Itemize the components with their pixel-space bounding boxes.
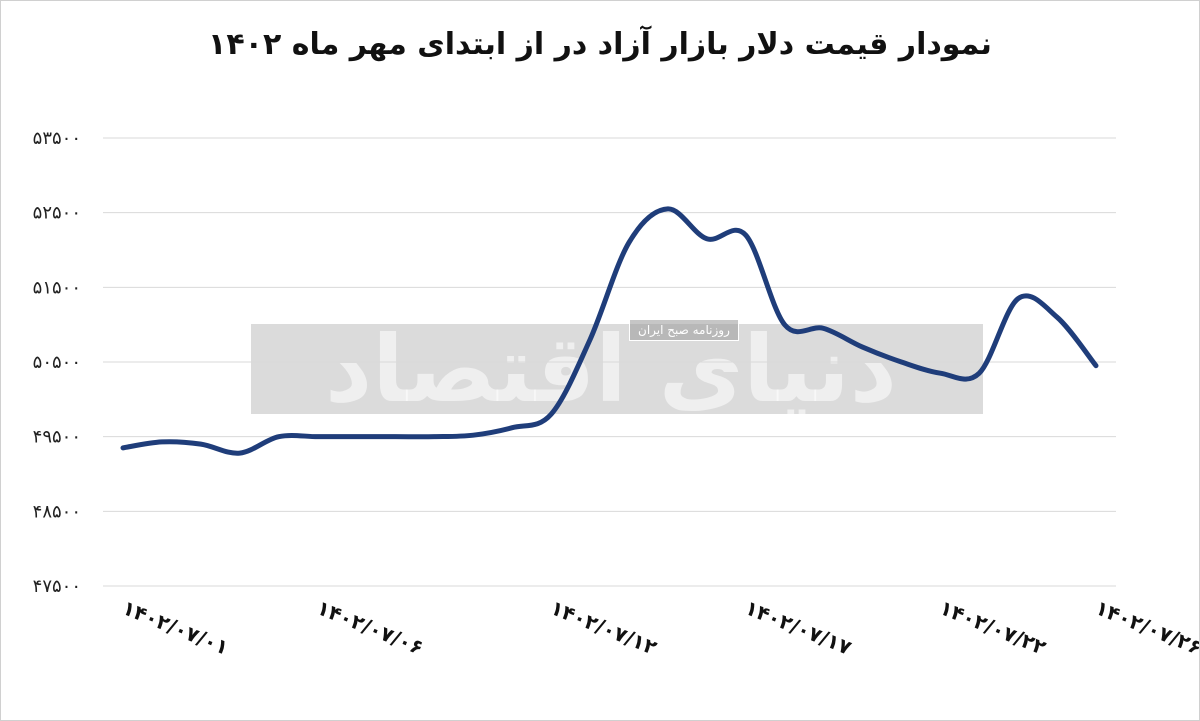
data-point xyxy=(355,435,359,439)
data-point xyxy=(238,451,242,455)
y-tick-label: ۵۳۵۰۰ xyxy=(33,128,81,149)
data-point xyxy=(1016,297,1020,301)
data-point xyxy=(316,435,320,439)
data-point xyxy=(1055,315,1059,319)
data-point xyxy=(627,241,631,245)
data-point xyxy=(822,326,826,330)
data-point xyxy=(549,412,553,416)
data-point xyxy=(121,446,125,450)
watermark-logo: دنیای اقتصاد xyxy=(325,316,897,423)
y-tick-label: ۵۱۵۰۰ xyxy=(33,277,81,298)
x-tick-label: ۱۴۰۲/۰۷/۰۶ xyxy=(314,595,427,659)
y-tick-label: ۴۸۵۰۰ xyxy=(33,501,81,522)
data-point xyxy=(277,435,281,439)
data-point xyxy=(1094,364,1098,368)
data-point xyxy=(393,435,397,439)
watermark-tagline: روزنامه صبح ایران xyxy=(629,319,739,341)
data-point xyxy=(471,433,475,437)
data-point xyxy=(160,440,164,444)
series-line xyxy=(120,206,1099,456)
y-tick-label: ۴۷۵۰۰ xyxy=(33,576,81,597)
x-tick-label: ۱۴۰۲/۰۷/۱۲ xyxy=(547,595,660,659)
data-point xyxy=(899,360,903,364)
data-point xyxy=(977,371,981,375)
y-tick-label: ۵۲۵۰۰ xyxy=(33,203,81,224)
y-tick-label: ۴۹۵۰۰ xyxy=(33,427,81,448)
y-tick-label: ۵۰۵۰۰ xyxy=(33,352,81,373)
chart-title: نمودار قیمت دلار بازار آزاد در از ابتدای… xyxy=(208,27,992,62)
x-tick-label: ۱۴۰۲/۰۷/۲۶ xyxy=(1092,595,1200,659)
data-point xyxy=(783,323,787,327)
data-point xyxy=(510,426,514,430)
data-point xyxy=(938,371,942,375)
data-point xyxy=(199,442,203,446)
data-point xyxy=(860,345,864,349)
data-point xyxy=(666,207,670,211)
data-point xyxy=(705,237,709,241)
data-point xyxy=(744,233,748,237)
watermark-band xyxy=(251,324,983,414)
data-point xyxy=(588,338,592,342)
x-tick-label: ۱۴۰۲/۰۷/۲۲ xyxy=(936,595,1049,659)
data-point xyxy=(432,435,436,439)
x-tick-label: ۱۴۰۲/۰۷/۰۱ xyxy=(119,595,232,659)
x-tick-label: ۱۴۰۲/۰۷/۱۷ xyxy=(742,595,855,659)
